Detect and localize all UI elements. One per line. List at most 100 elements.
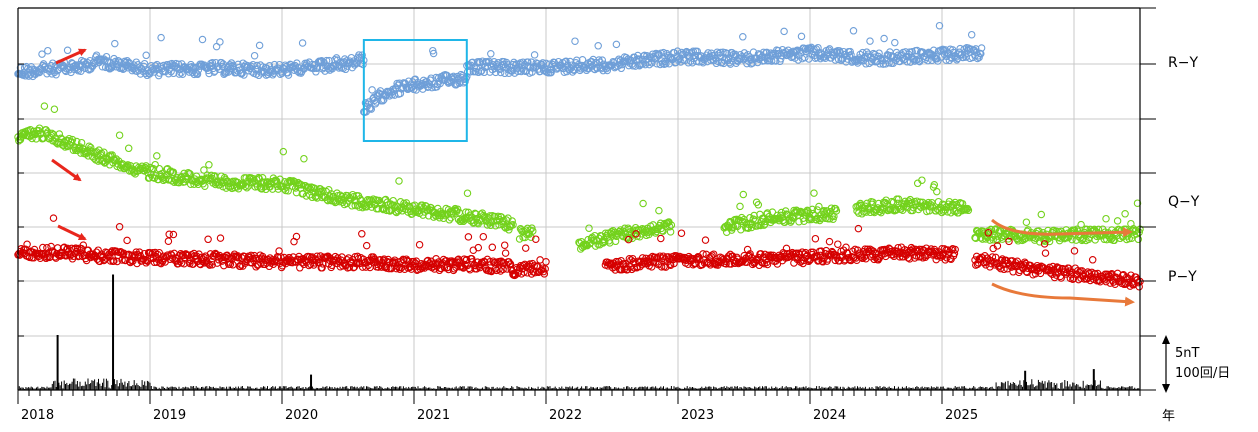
data-point (250, 51, 259, 60)
data-point (405, 202, 414, 211)
data-point (49, 214, 58, 222)
data-point (866, 37, 874, 45)
data-point (38, 50, 46, 58)
data-point (164, 69, 173, 78)
data-point (292, 232, 301, 241)
data-point (624, 235, 633, 244)
x-tick-label-2023: 2023 (681, 408, 714, 423)
data-point (118, 256, 126, 264)
data-point (273, 182, 282, 190)
data-point (396, 89, 405, 98)
data-point (193, 70, 202, 79)
data-point (467, 255, 476, 263)
data-point (135, 248, 144, 256)
data-point (112, 155, 121, 163)
data-point (773, 260, 782, 268)
data-point (217, 58, 226, 67)
data-point (377, 263, 386, 271)
data-point (977, 44, 986, 52)
data-point (146, 249, 154, 257)
data-point (491, 221, 500, 230)
data-point (722, 260, 730, 268)
data-point (515, 235, 524, 243)
data-point (657, 234, 665, 243)
data-point (284, 71, 293, 79)
data-point (43, 244, 51, 252)
data-point (1113, 217, 1122, 225)
data-point (358, 51, 366, 59)
data-point (542, 258, 550, 266)
data-point (503, 61, 512, 69)
data-point (797, 32, 806, 41)
data-point (167, 250, 175, 258)
data-point (632, 230, 640, 238)
data-point (652, 258, 660, 266)
data-point (260, 255, 269, 263)
data-point (724, 252, 733, 260)
data-point (481, 212, 489, 221)
data-point (989, 235, 997, 244)
data-point (739, 190, 748, 199)
data-point (142, 162, 150, 170)
data-point (798, 248, 806, 256)
data-point (487, 50, 495, 58)
data-point (662, 59, 670, 68)
data-point (420, 264, 429, 272)
data-point (79, 241, 88, 249)
data-point (780, 27, 788, 36)
data-point (781, 218, 789, 226)
data-point (380, 95, 388, 104)
data-point (92, 248, 101, 256)
data-point (813, 251, 821, 260)
data-point (976, 228, 984, 236)
data-point (472, 261, 480, 270)
series-label-q-y: Q−Y (1168, 194, 1200, 210)
data-point (203, 259, 211, 267)
data-point (165, 230, 173, 239)
data-point (501, 249, 510, 257)
data-point (486, 221, 495, 230)
data-point (794, 56, 802, 64)
data-point (1079, 235, 1087, 244)
data-point (647, 263, 656, 271)
data-point (1068, 235, 1076, 244)
data-point (540, 270, 549, 278)
data-point (278, 69, 286, 78)
data-point (1135, 228, 1143, 237)
series-qy (14, 102, 1144, 253)
data-point (1102, 214, 1110, 223)
data-point (389, 196, 397, 205)
highlight-box (362, 39, 468, 142)
data-point (934, 57, 942, 65)
data-point (115, 223, 124, 231)
data-point (70, 65, 79, 74)
data-point (298, 39, 307, 47)
data-point (103, 249, 111, 257)
red-arrow-icon (51, 158, 82, 182)
data-point (124, 144, 133, 153)
data-point (767, 57, 776, 65)
data-point (821, 214, 830, 223)
data-point (496, 68, 505, 77)
data-point (184, 169, 192, 177)
data-point (72, 137, 81, 146)
data-point (266, 183, 274, 191)
data-point (175, 70, 184, 78)
data-point (754, 201, 763, 209)
data-point (547, 68, 555, 77)
data-point (677, 229, 686, 237)
data-point (918, 176, 926, 184)
data-point (208, 58, 217, 67)
data-point (238, 69, 246, 77)
data-point (44, 46, 52, 55)
data-point (836, 48, 845, 57)
data-point (157, 259, 165, 268)
data-point (808, 205, 817, 214)
data-point (636, 226, 645, 234)
data-point (143, 256, 151, 265)
data-point (1069, 275, 1077, 283)
red-arrow-icon (55, 48, 87, 65)
data-point (854, 209, 863, 217)
data-point (532, 235, 540, 243)
